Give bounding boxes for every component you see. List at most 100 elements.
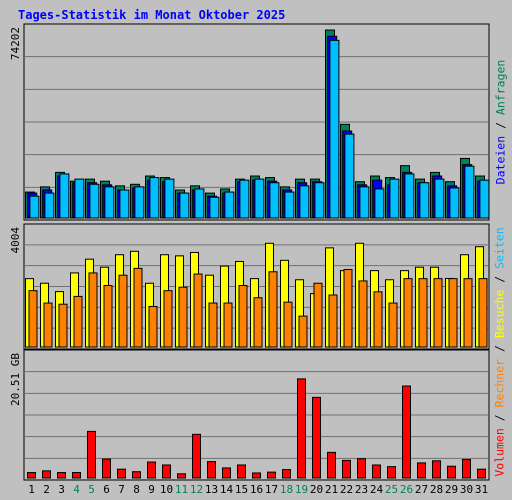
bar-rechner-day-8 xyxy=(133,267,143,348)
bar-rechner-day-18 xyxy=(283,301,293,348)
legend-volume-visits-pages: Volumen / Rechner / Besuche / Seiten xyxy=(488,224,512,480)
bar-rechner-day-1 xyxy=(28,290,38,348)
bar-volumen-day-9 xyxy=(147,461,156,479)
bar-rechner-day-22 xyxy=(343,268,353,348)
x-tick-label-22: 22 xyxy=(340,483,353,496)
bar-volumen-day-29 xyxy=(447,465,456,479)
bar-rechner-day-20 xyxy=(313,282,323,348)
x-tick-label-14: 14 xyxy=(220,483,234,496)
bar-rechner-day-31 xyxy=(478,278,488,348)
bar-rechner-day-2 xyxy=(43,302,53,348)
bar-seiten-day-17 xyxy=(269,182,280,219)
bar-rechner-day-21 xyxy=(328,294,338,348)
x-tick-label-8: 8 xyxy=(133,483,140,496)
bar-rechner-day-28 xyxy=(433,278,443,348)
legend-seiten: Seiten xyxy=(493,227,508,269)
bar-volumen-day-1 xyxy=(27,472,36,479)
bar-volumen-day-31 xyxy=(477,468,486,479)
x-tick-label-7: 7 xyxy=(118,483,125,496)
bar-rechner-day-3 xyxy=(58,303,68,348)
bar-volumen-day-25 xyxy=(387,466,396,479)
bar-seiten-day-18 xyxy=(284,191,295,219)
bar-seiten-day-4 xyxy=(74,178,85,219)
bar-volumen-day-24 xyxy=(372,464,381,479)
x-tick-label-15: 15 xyxy=(235,483,248,496)
bar-rechner-day-10 xyxy=(163,290,173,348)
x-tick-label-13: 13 xyxy=(205,483,218,496)
bar-seiten-day-12 xyxy=(194,188,205,219)
bar-rechner-day-14 xyxy=(223,302,233,348)
legend-files-requests: Dateien / Anfragen xyxy=(488,24,512,220)
bar-rechner-day-26 xyxy=(403,278,413,348)
bar-seiten-day-31 xyxy=(479,179,490,219)
y-max-label: 74202 xyxy=(9,27,22,60)
legend-separator: / xyxy=(493,338,508,359)
bar-rechner-day-29 xyxy=(448,278,458,348)
bar-seiten-day-2 xyxy=(44,192,55,219)
legend-separator: / xyxy=(493,268,508,290)
bar-volumen-day-22 xyxy=(342,459,351,479)
bar-volumen-day-23 xyxy=(357,458,366,479)
y-max-label: 4004 xyxy=(9,227,22,254)
bar-seiten-day-28 xyxy=(434,178,445,219)
legend-separator: / xyxy=(493,115,508,136)
bar-seiten-day-21 xyxy=(329,39,340,219)
y-max-label: 20.51 GB xyxy=(9,353,22,406)
bar-volumen-day-10 xyxy=(162,464,171,479)
bar-volumen-day-30 xyxy=(462,459,471,479)
x-tick-label-16: 16 xyxy=(250,483,263,496)
bar-volumen-day-12 xyxy=(192,433,201,479)
bar-volumen-day-21 xyxy=(327,451,336,479)
legend-besuche: Besuche xyxy=(493,289,508,339)
x-tick-label-19: 19 xyxy=(295,483,308,496)
x-tick-label-31: 31 xyxy=(475,483,488,496)
bar-volumen-day-19 xyxy=(297,378,306,479)
legend-volumen: Volumen xyxy=(493,428,508,477)
bar-rechner-day-12 xyxy=(193,273,203,348)
x-tick-label-3: 3 xyxy=(58,483,65,496)
legend-dateien: Dateien xyxy=(493,135,508,185)
x-tick-label-17: 17 xyxy=(265,483,278,496)
bar-rechner-day-7 xyxy=(118,274,128,348)
bar-volumen-day-11 xyxy=(177,473,186,479)
x-tick-label-20: 20 xyxy=(310,483,323,496)
bar-seiten-day-23 xyxy=(359,186,370,219)
legend-separator: / xyxy=(493,407,508,429)
bar-seiten-day-16 xyxy=(254,178,265,219)
bar-volumen-day-4 xyxy=(72,472,81,479)
bar-seiten-day-5 xyxy=(89,183,100,219)
x-tick-label-21: 21 xyxy=(325,483,338,496)
bar-seiten-day-15 xyxy=(239,179,250,219)
bar-volumen-day-18 xyxy=(282,469,291,479)
x-tick-label-12: 12 xyxy=(190,483,203,496)
bar-volumen-day-7 xyxy=(117,468,126,479)
x-tick-label-26: 26 xyxy=(400,483,413,496)
bar-rechner-day-16 xyxy=(253,297,263,348)
x-tick-label-28: 28 xyxy=(430,483,443,496)
bar-rechner-day-5 xyxy=(88,272,98,348)
x-tick-label-11: 11 xyxy=(175,483,188,496)
bar-rechner-day-4 xyxy=(73,295,83,348)
bar-seiten-day-25 xyxy=(389,178,400,219)
legend-anfragen: Anfragen xyxy=(493,59,508,116)
x-tick-label-24: 24 xyxy=(370,483,384,496)
bar-volumen-day-28 xyxy=(432,460,441,479)
bar-seiten-day-14 xyxy=(224,191,235,219)
x-tick-label-6: 6 xyxy=(103,483,110,496)
bar-volumen-day-14 xyxy=(222,467,231,479)
x-tick-label-27: 27 xyxy=(415,483,428,496)
bar-rechner-day-6 xyxy=(103,285,113,348)
bar-seiten-day-6 xyxy=(104,186,115,219)
bar-seiten-day-9 xyxy=(149,177,160,219)
bar-seiten-day-13 xyxy=(209,196,220,219)
bar-volumen-day-13 xyxy=(207,461,216,479)
bar-seiten-day-11 xyxy=(179,192,190,219)
x-tick-label-10: 10 xyxy=(160,483,173,496)
bar-seiten-day-7 xyxy=(119,189,130,219)
bar-rechner-day-13 xyxy=(208,302,218,348)
x-tick-label-29: 29 xyxy=(445,483,458,496)
bar-rechner-day-11 xyxy=(178,286,188,348)
bar-volumen-day-6 xyxy=(102,458,111,479)
